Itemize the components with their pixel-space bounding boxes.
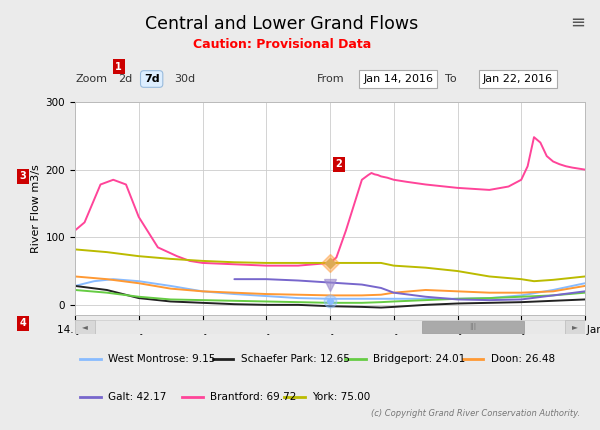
Text: 1: 1 xyxy=(115,61,122,72)
Text: 30d: 30d xyxy=(175,74,196,84)
Text: Caution: Provisional Data: Caution: Provisional Data xyxy=(193,38,371,51)
Bar xyxy=(565,320,585,334)
Text: Jan 14, 2016: Jan 14, 2016 xyxy=(363,74,433,84)
Text: Galt: 42.17: Galt: 42.17 xyxy=(108,392,167,402)
Text: 2d: 2d xyxy=(118,74,133,84)
Bar xyxy=(422,321,524,332)
Text: Central and Lower Grand Flows: Central and Lower Grand Flows xyxy=(145,15,419,33)
Text: |||: ||| xyxy=(469,323,476,331)
Text: Brantford: 69.72: Brantford: 69.72 xyxy=(210,392,296,402)
Text: York: 75.00: York: 75.00 xyxy=(312,392,370,402)
Text: Jan 22, 2016: Jan 22, 2016 xyxy=(483,74,553,84)
Text: (c) Copyright Grand River Conservation Authority.: (c) Copyright Grand River Conservation A… xyxy=(371,409,580,418)
Text: Schaefer Park: 12.65: Schaefer Park: 12.65 xyxy=(241,353,350,364)
Bar xyxy=(75,320,95,334)
Y-axis label: River Flow m3/s: River Flow m3/s xyxy=(31,164,41,253)
Text: To: To xyxy=(445,74,457,84)
Text: ◄: ◄ xyxy=(82,322,88,332)
Text: Bridgeport: 24.01: Bridgeport: 24.01 xyxy=(373,353,466,364)
Text: Doon: 26.48: Doon: 26.48 xyxy=(491,353,555,364)
Text: ►: ► xyxy=(572,322,578,332)
Text: Zoom: Zoom xyxy=(75,74,107,84)
Text: 3: 3 xyxy=(19,171,26,181)
Text: 4: 4 xyxy=(19,318,26,329)
Text: 7d: 7d xyxy=(144,74,160,84)
Text: From: From xyxy=(317,74,345,84)
Text: 2: 2 xyxy=(335,159,343,169)
Text: ≡: ≡ xyxy=(570,14,585,32)
Text: West Montrose: 9.15: West Montrose: 9.15 xyxy=(108,353,215,364)
